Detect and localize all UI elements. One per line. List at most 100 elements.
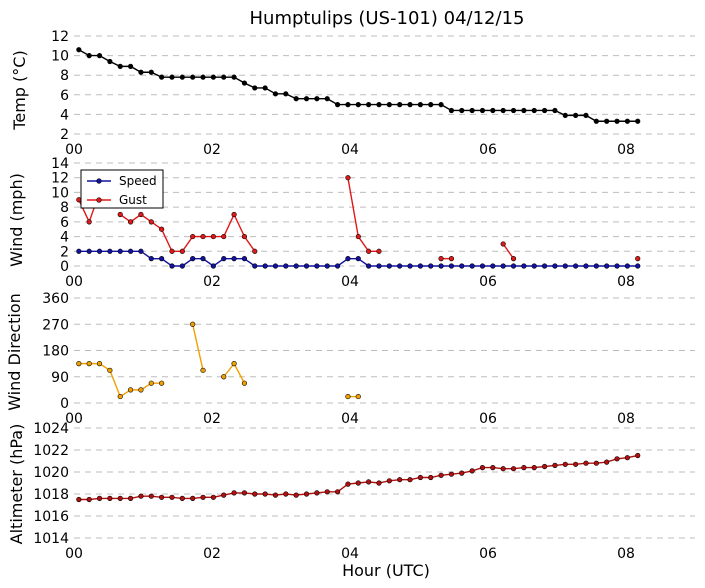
x-tick-label: 08: [617, 274, 635, 290]
data-point: [334, 263, 341, 269]
data-point: [210, 74, 216, 80]
data-point: [169, 74, 175, 80]
data-point: [345, 101, 351, 108]
data-point: [159, 74, 165, 80]
y-tick-label: 1014: [33, 531, 69, 547]
data-point: [366, 248, 372, 254]
y-axis-label: Wind Direction: [5, 293, 24, 411]
data-point: [138, 69, 144, 75]
data-point: [190, 74, 196, 80]
data-point: [127, 495, 134, 502]
data-point: [541, 463, 548, 470]
data-point: [355, 480, 361, 486]
data-point: [272, 492, 279, 498]
data-point: [417, 474, 423, 481]
y-tick-label: 10: [51, 185, 69, 201]
series-line: [347, 177, 379, 252]
legend-label: Speed: [119, 174, 157, 188]
data-point: [159, 494, 165, 500]
data-point: [573, 461, 579, 467]
data-point: [262, 491, 268, 497]
data-point: [221, 256, 227, 262]
data-point: [334, 101, 341, 108]
y-axis-label: Wind (mph): [7, 173, 26, 267]
legend-marker: [96, 178, 102, 184]
data-point: [448, 256, 455, 262]
data-point: [562, 112, 568, 118]
y-tick-label: 0: [60, 396, 69, 412]
data-point: [459, 263, 465, 269]
data-point: [117, 248, 123, 254]
x-axis-label: Hour (UTC): [342, 561, 430, 580]
x-tick-label: 04: [341, 142, 359, 158]
data-point: [510, 263, 517, 269]
data-point: [386, 478, 392, 484]
data-point: [169, 263, 175, 269]
data-point: [510, 466, 517, 472]
data-point: [127, 387, 134, 393]
data-point: [148, 256, 154, 262]
data-point: [210, 233, 216, 240]
data-point: [283, 491, 289, 497]
data-point: [635, 263, 641, 269]
data-point: [345, 175, 351, 181]
data-point: [86, 361, 92, 367]
data-point: [552, 462, 558, 469]
data-point: [127, 219, 134, 225]
data-point: [293, 263, 299, 269]
data-point: [355, 101, 361, 108]
data-point: [221, 233, 227, 240]
x-tick-label: 06: [479, 411, 497, 427]
data-point: [500, 466, 506, 472]
legend-marker: [96, 197, 102, 203]
data-point: [407, 263, 413, 269]
data-point: [190, 256, 196, 262]
y-axis-label: Altimeter (hPa): [7, 424, 26, 545]
data-point: [86, 52, 92, 59]
data-point: [635, 452, 641, 459]
data-point: [541, 107, 548, 114]
data-point: [469, 107, 475, 114]
data-point: [76, 496, 82, 503]
data-point: [262, 85, 268, 91]
data-point: [200, 256, 206, 262]
data-point: [107, 495, 113, 502]
x-tick-label: 02: [203, 546, 221, 562]
data-point: [614, 118, 620, 124]
data-point: [490, 465, 496, 471]
y-tick-label: 14: [51, 156, 69, 172]
data-point: [428, 263, 434, 269]
y-tick-label: 1022: [33, 443, 69, 459]
y-tick-label: 12: [51, 29, 69, 45]
data-point: [76, 197, 82, 203]
x-tick-label: 08: [617, 546, 635, 562]
data-point: [241, 380, 248, 386]
data-point: [303, 96, 310, 102]
data-point: [428, 101, 434, 108]
data-point: [200, 233, 206, 240]
y-tick-label: 1018: [33, 487, 69, 503]
data-point: [366, 101, 372, 108]
data-point: [96, 248, 103, 254]
data-point: [593, 460, 599, 466]
data-point: [376, 101, 382, 108]
data-point: [438, 101, 444, 108]
data-point: [459, 470, 465, 476]
data-point: [303, 491, 310, 497]
data-point: [624, 263, 630, 269]
data-point: [283, 263, 289, 269]
data-point: [573, 112, 579, 118]
data-point: [635, 118, 641, 124]
y-tick-label: 12: [51, 171, 69, 187]
data-point: [221, 74, 227, 80]
data-point: [96, 361, 103, 367]
data-point: [397, 263, 403, 269]
data-point: [583, 460, 589, 466]
data-point: [500, 241, 506, 247]
data-point: [179, 248, 185, 254]
data-point: [448, 471, 455, 477]
data-point: [407, 477, 413, 483]
data-point: [76, 361, 82, 367]
